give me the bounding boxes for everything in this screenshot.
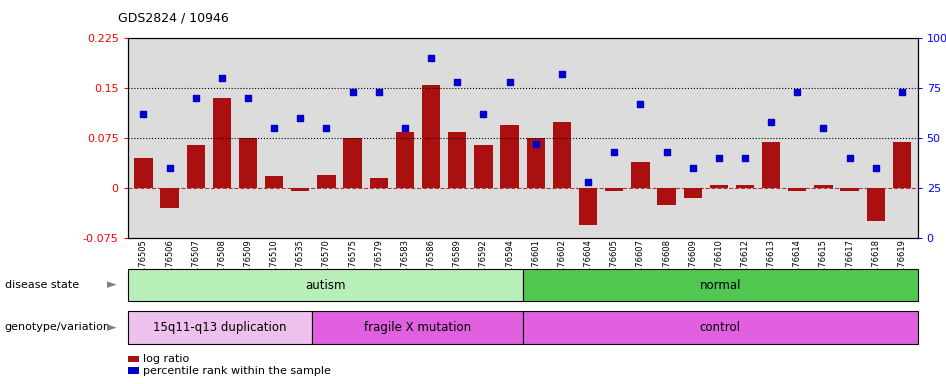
Point bbox=[894, 89, 909, 95]
Bar bbox=[317, 175, 336, 188]
Bar bbox=[422, 85, 440, 188]
Text: GDS2824 / 10946: GDS2824 / 10946 bbox=[118, 12, 229, 25]
Bar bbox=[239, 138, 257, 188]
Point bbox=[292, 115, 307, 121]
Point bbox=[633, 101, 648, 108]
Bar bbox=[657, 188, 675, 205]
Text: log ratio: log ratio bbox=[143, 354, 189, 364]
Text: percentile rank within the sample: percentile rank within the sample bbox=[143, 366, 331, 376]
Bar bbox=[522, 269, 918, 301]
Point bbox=[763, 119, 779, 125]
Text: autism: autism bbox=[305, 279, 345, 291]
Point bbox=[815, 125, 831, 131]
Point bbox=[240, 95, 255, 101]
Bar bbox=[684, 188, 702, 198]
Point bbox=[581, 179, 596, 185]
Text: disease state: disease state bbox=[5, 280, 79, 290]
Point bbox=[842, 155, 857, 161]
Point bbox=[868, 165, 884, 171]
Point bbox=[319, 125, 334, 131]
Bar bbox=[605, 188, 623, 192]
Bar bbox=[161, 188, 179, 208]
Text: control: control bbox=[700, 321, 741, 334]
Point bbox=[502, 79, 517, 85]
Bar bbox=[527, 138, 545, 188]
Bar bbox=[500, 125, 518, 188]
Bar bbox=[579, 188, 597, 225]
Bar bbox=[134, 158, 152, 188]
Bar bbox=[840, 188, 859, 192]
Bar bbox=[395, 132, 414, 188]
Point bbox=[371, 89, 386, 95]
Point bbox=[685, 165, 700, 171]
Point bbox=[606, 149, 622, 155]
Bar bbox=[128, 311, 312, 344]
Point bbox=[345, 89, 360, 95]
Point bbox=[449, 79, 464, 85]
Bar bbox=[265, 176, 284, 188]
Point bbox=[476, 111, 491, 118]
Point bbox=[659, 149, 674, 155]
Bar bbox=[474, 145, 493, 188]
Point bbox=[188, 95, 203, 101]
Bar bbox=[522, 311, 918, 344]
Text: ►: ► bbox=[107, 279, 116, 291]
Bar bbox=[343, 138, 361, 188]
Point bbox=[554, 71, 569, 78]
Bar bbox=[867, 188, 885, 222]
Text: 15q11-q13 duplication: 15q11-q13 duplication bbox=[153, 321, 287, 334]
Text: fragile X mutation: fragile X mutation bbox=[364, 321, 471, 334]
Bar bbox=[893, 142, 911, 188]
Bar bbox=[312, 311, 522, 344]
Point bbox=[790, 89, 805, 95]
Text: normal: normal bbox=[699, 279, 741, 291]
Bar bbox=[710, 185, 728, 188]
Point bbox=[738, 155, 753, 161]
Bar bbox=[128, 269, 522, 301]
Point bbox=[215, 75, 230, 81]
Bar bbox=[370, 178, 388, 188]
Bar bbox=[448, 132, 466, 188]
Bar bbox=[736, 185, 754, 188]
Point bbox=[711, 155, 727, 161]
Point bbox=[162, 165, 177, 171]
Point bbox=[424, 55, 439, 61]
Bar bbox=[186, 145, 205, 188]
Point bbox=[397, 125, 412, 131]
Point bbox=[136, 111, 151, 118]
Text: ►: ► bbox=[107, 321, 116, 334]
Bar bbox=[788, 188, 806, 192]
Bar bbox=[213, 98, 231, 188]
Bar bbox=[552, 122, 571, 188]
Bar bbox=[291, 188, 309, 192]
Bar bbox=[631, 162, 650, 188]
Point bbox=[267, 125, 282, 131]
Bar bbox=[762, 142, 780, 188]
Point bbox=[528, 141, 543, 147]
Bar bbox=[815, 185, 832, 188]
Text: genotype/variation: genotype/variation bbox=[5, 322, 111, 333]
